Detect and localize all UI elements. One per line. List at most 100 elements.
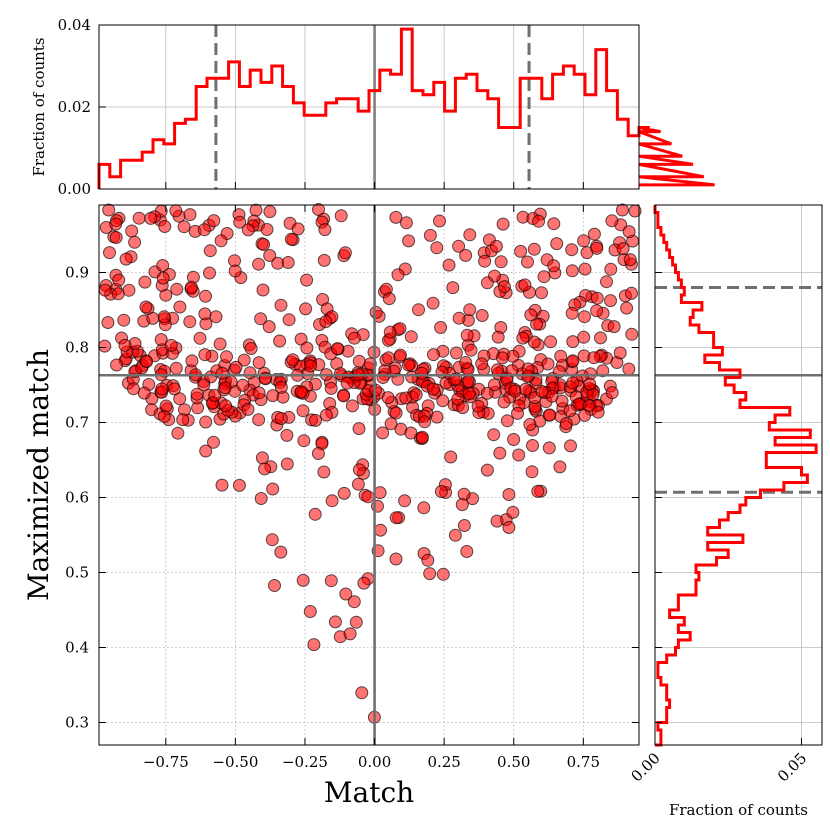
top-histogram-panel: 0.00 0.02 0.04 Fraction of counts: [30, 16, 715, 198]
scatter-panel: −0.75 −0.50 −0.25 0.00 0.25 0.50 0.75 0.3 0.4 0.5…: [22, 203, 642, 809]
scatter-point: [169, 204, 183, 218]
scatter-x-tick-label: 0.50: [497, 753, 530, 771]
scatter-point: [623, 253, 637, 267]
scatter-panel-frame: [98, 204, 640, 746]
scatter-point: [177, 220, 191, 234]
scatter-point: [340, 376, 354, 390]
scatter-point: [98, 339, 112, 353]
scatter-point: [516, 331, 530, 345]
scatter-point: [547, 259, 561, 273]
scatter-point: [464, 343, 478, 357]
scatter-point: [578, 310, 591, 324]
scatter-point: [460, 328, 474, 342]
scatter-point: [604, 262, 618, 276]
scatter-point: [256, 283, 270, 297]
scatter-point: [607, 320, 621, 334]
scatter-point: [542, 441, 556, 455]
scatter-point: [519, 382, 532, 396]
scatter-point: [402, 358, 415, 372]
scatter-point: [415, 366, 429, 380]
scatter-point: [506, 505, 520, 519]
scatter-point: [280, 428, 294, 442]
scatter-point: [203, 266, 216, 280]
scatter-point: [559, 417, 573, 430]
scatter-point: [274, 545, 288, 559]
scatter-point: [475, 357, 489, 371]
scatter-point: [436, 567, 450, 581]
scatter-point: [535, 385, 549, 398]
scatter-point: [462, 387, 476, 400]
scatter-point: [122, 283, 136, 297]
scatter-point: [590, 304, 604, 318]
scatter-point: [207, 214, 221, 228]
scatter-point: [487, 428, 501, 442]
top-histogram-line: [97, 27, 715, 189]
scatter-point: [265, 533, 279, 547]
scatter-point: [352, 463, 366, 477]
scatter-point: [274, 298, 288, 312]
scatter-point: [282, 313, 296, 327]
scatter-point: [254, 312, 268, 326]
scatter-point: [262, 320, 276, 334]
scatter-point: [339, 587, 353, 601]
scatter-point: [307, 638, 321, 652]
scatter-point: [620, 301, 634, 315]
scatter-point: [616, 242, 630, 256]
scatter-point: [345, 399, 359, 413]
scatter-point: [139, 300, 153, 314]
scatter-point: [500, 414, 514, 428]
scatter-point: [381, 391, 395, 405]
scatter-point: [442, 258, 456, 272]
scatter-point: [591, 405, 605, 419]
scatter-point: [382, 292, 396, 306]
scatter-point: [521, 255, 534, 269]
scatter-point: [109, 217, 123, 231]
scatter-point: [495, 351, 509, 365]
scatter-point: [455, 498, 469, 512]
scatter-point: [308, 507, 322, 521]
scatter-point: [190, 387, 204, 401]
scatter-point: [319, 408, 333, 422]
scatter-point: [252, 356, 266, 370]
scatter-point: [376, 371, 390, 384]
scatter-point: [286, 353, 300, 367]
scatter-point: [389, 552, 403, 566]
scatter-point: [197, 378, 211, 392]
scatter-point: [480, 463, 494, 477]
scatter-point: [157, 310, 171, 324]
scatter-point: [296, 404, 310, 418]
scatter-point: [209, 310, 223, 324]
scatter-point: [511, 406, 524, 420]
scatter-point: [128, 235, 142, 249]
scatter-y-tick-label: 0.3: [65, 714, 89, 732]
scatter-point: [317, 465, 331, 479]
scatter-point: [249, 203, 263, 217]
scatter-point: [463, 228, 477, 242]
scatter-point: [478, 254, 492, 268]
scatter-point: [423, 228, 437, 242]
scatter-point: [330, 342, 344, 356]
scatter-point: [244, 342, 258, 355]
y-axis-label: Maximized match: [22, 349, 55, 601]
scatter-point: [273, 334, 287, 348]
scatter-point: [461, 375, 475, 389]
scatter-point: [459, 356, 473, 369]
right-x-tick-label: 0.00: [627, 749, 663, 785]
scatter-point: [600, 275, 613, 289]
scatter-point: [268, 579, 281, 592]
scatter-point: [146, 311, 160, 325]
scatter-point: [215, 478, 229, 492]
scatter-point: [615, 203, 629, 217]
scatter-y-tick-label: 0.4: [65, 639, 89, 657]
scatter-point: [347, 595, 361, 609]
scatter-point: [169, 361, 183, 375]
scatter-point: [171, 426, 185, 440]
scatter-point: [409, 388, 423, 402]
scatter-point: [384, 417, 398, 431]
scatter-point: [412, 303, 425, 317]
right-x-axis-label: Fraction of counts: [669, 801, 808, 819]
scatter-point: [324, 381, 338, 395]
scatter-point: [214, 234, 228, 248]
scatter-point: [258, 462, 272, 476]
